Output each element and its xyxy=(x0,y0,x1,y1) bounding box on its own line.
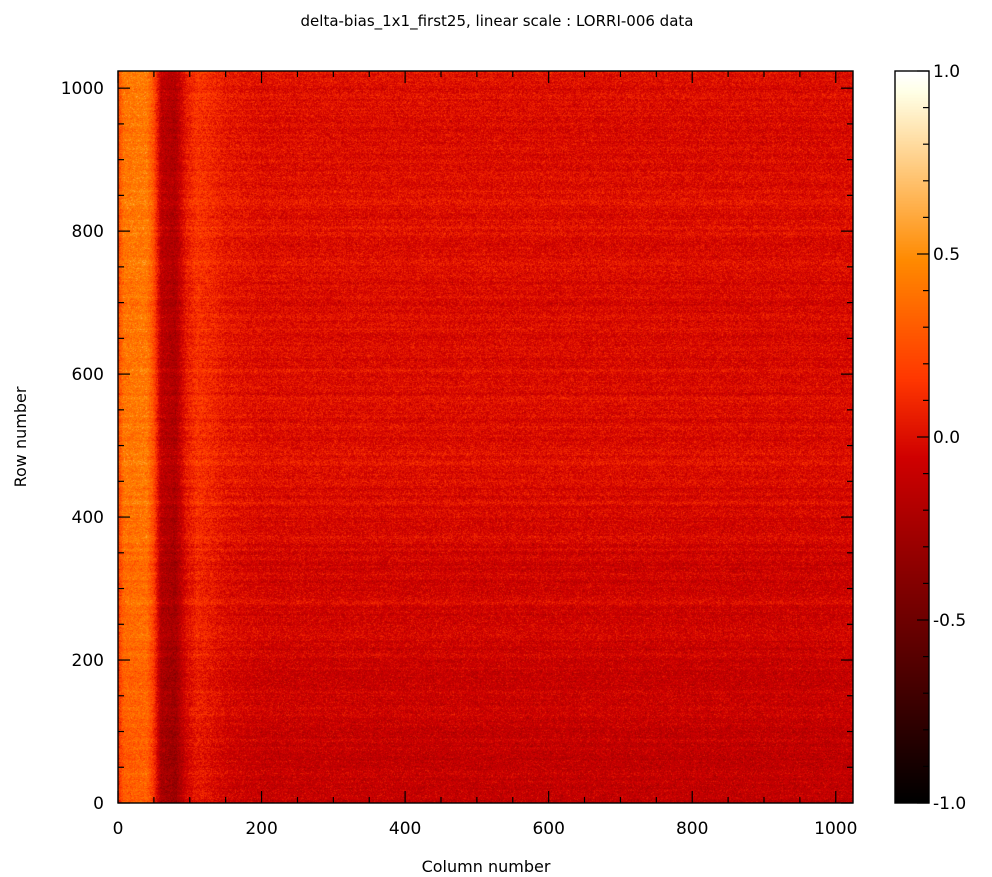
colorbar-tick-label: 1.0 xyxy=(933,62,960,82)
x-tick-label: 800 xyxy=(676,819,708,839)
x-tick-label: 1000 xyxy=(814,819,857,839)
tick-marks xyxy=(117,70,929,804)
x-tick-label: 200 xyxy=(245,819,277,839)
heatmap-image xyxy=(118,71,853,803)
x-tick-label: 600 xyxy=(532,819,564,839)
colorbar-tick-label: -0.5 xyxy=(933,611,966,631)
x-tick-label: 0 xyxy=(113,819,124,839)
y-tick-label: 600 xyxy=(72,365,104,385)
plot-frame xyxy=(117,70,854,804)
y-tick-label: 800 xyxy=(72,222,104,242)
x-tick-labels: 0 200 400 600 800 1000 xyxy=(113,819,858,839)
y-tick-label: 400 xyxy=(72,508,104,528)
colorbar-tick-labels: -1.0 -0.5 0.0 0.5 1.0 xyxy=(933,62,966,814)
x-axis-label: Column number xyxy=(422,857,551,876)
y-tick-label: 0 xyxy=(93,794,104,814)
colorbar-tick-label: -1.0 xyxy=(933,794,966,814)
chart-title: delta-bias_1x1_first25, linear scale : L… xyxy=(301,12,694,31)
y-tick-label: 1000 xyxy=(61,79,104,99)
x-tick-label: 400 xyxy=(389,819,421,839)
colorbar-tick-label: 0.0 xyxy=(933,428,960,448)
y-tick-labels: 0 200 400 600 800 1000 xyxy=(61,79,104,814)
y-tick-label: 200 xyxy=(72,651,104,671)
colorbar-tick-label: 0.5 xyxy=(933,245,960,265)
y-axis-label: Row number xyxy=(11,386,30,487)
